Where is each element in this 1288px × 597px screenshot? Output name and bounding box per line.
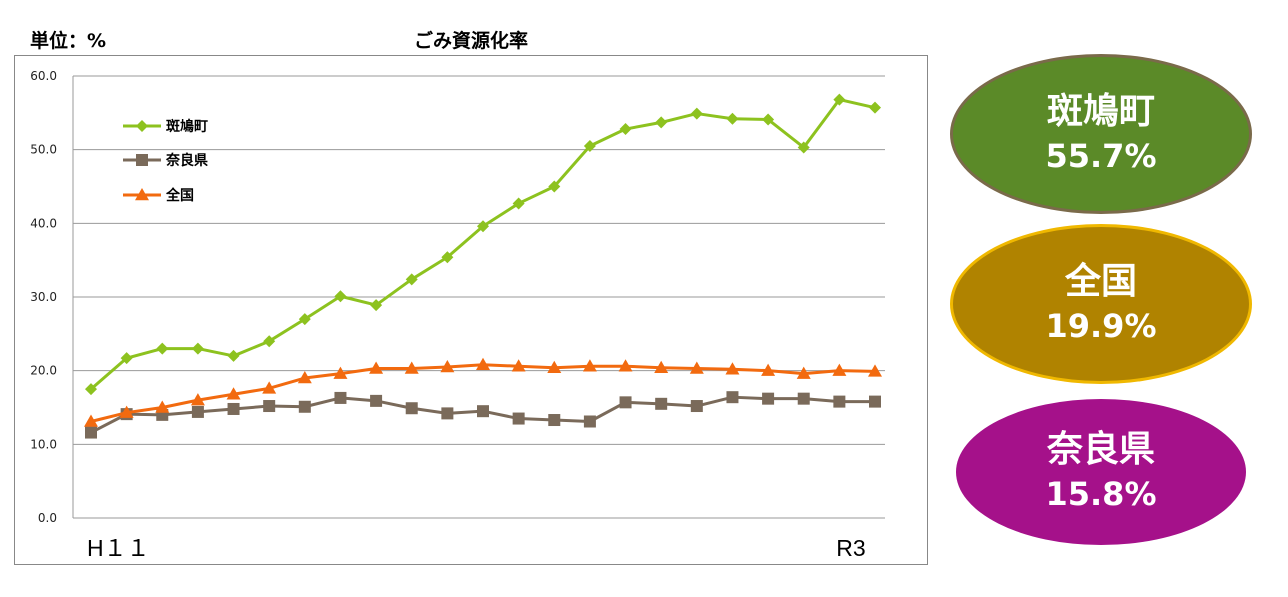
y-tick-label: 20.0 [30,364,57,378]
data-point-nara [370,394,383,407]
data-point-ikaruga [227,349,240,362]
data-point-zenkoku [119,405,134,418]
data-point-zenkoku [796,366,811,379]
badge-zenkoku-name: 全国 [1064,261,1137,302]
data-point-zenkoku [868,364,882,377]
data-point-zenkoku [155,400,170,413]
badge-zenkoku-value: 19.9% [1045,307,1157,345]
data-point-nara [548,414,561,427]
data-point-ikaruga [690,107,703,120]
data-point-zenkoku [832,363,847,376]
data-point-ikaruga [85,383,97,396]
data-point-nara [85,426,97,439]
data-point-zenkoku [654,360,669,373]
chart-title: ごみ資源化率 [414,30,529,52]
legend-marker-nara [136,154,148,166]
data-point-zenkoku [440,359,455,373]
data-point-zenkoku [297,371,312,384]
data-point-nara [441,407,454,420]
data-point-zenkoku [725,362,740,375]
x-label-last: R3 [836,535,865,561]
chart-frame: 0.0 10.0 20.0 30.0 40.0 50.0 60.0 H１１ R3 斑鳩町奈良県全国 [14,55,928,565]
y-tick-label: 50.0 [30,143,57,157]
data-point-ikaruga [583,139,596,152]
x-label-first: H１１ [87,535,150,561]
data-point-ikaruga [833,93,846,106]
data-point-ikaruga [619,123,632,136]
data-point-zenkoku [476,357,490,371]
data-point-ikaruga [334,290,347,303]
data-point-zenkoku [226,387,241,400]
data-point-ikaruga [263,335,276,348]
data-point-nara [512,412,525,425]
data-point-nara [405,402,418,415]
data-point-nara [619,396,632,409]
data-point-zenkoku [84,414,98,427]
data-point-nara [334,391,347,404]
badge-ikaruga-name: 斑鳩町 [1046,91,1155,132]
data-point-ikaruga [120,352,133,365]
data-point-zenkoku [190,393,205,406]
data-point-zenkoku [582,359,597,372]
data-point-nara [869,395,881,408]
data-point-ikaruga [762,113,775,126]
badge-zenkoku: 全国 19.9% [950,224,1252,384]
badge-nara: 奈良県 15.8% [954,397,1248,547]
data-point-nara [690,400,703,413]
data-point-zenkoku [262,381,277,394]
data-point-nara [797,392,810,405]
badge-ikaruga: 斑鳩町 55.7% [950,54,1252,214]
data-point-nara [655,397,668,410]
legend-label-nara: 奈良県 [165,152,208,169]
y-tick-label: 60.0 [30,69,57,83]
data-point-ikaruga [156,342,169,355]
data-point-nara [833,395,846,408]
badge-nara-name: 奈良県 [1046,429,1155,470]
data-point-zenkoku [369,361,384,374]
data-point-ikaruga [512,197,525,210]
data-point-zenkoku [333,366,348,379]
series-line-ikaruga [90,98,876,391]
data-point-zenkoku [404,361,419,374]
data-point-ikaruga [726,112,739,125]
data-point-zenkoku [761,363,776,376]
data-point-zenkoku [511,359,526,372]
y-tick-label: 10.0 [30,437,57,451]
data-point-nara [762,392,775,405]
data-point-nara [191,405,204,418]
data-point-nara [227,402,240,415]
data-point-ikaruga [477,220,489,233]
data-point-nara [477,405,489,418]
badge-ikaruga-value: 55.7% [1045,137,1157,175]
data-point-ikaruga [298,313,311,326]
data-point-ikaruga [191,342,204,355]
legend-marker-ikaruga [136,120,148,132]
data-point-zenkoku [689,361,704,374]
data-point-ikaruga [441,251,454,264]
legend-marker-zenkoku [135,188,149,201]
legend-label-ikaruga: 斑鳩町 [166,118,208,135]
data-point-ikaruga [405,273,418,286]
data-point-zenkoku [618,359,633,372]
data-point-nara [726,391,739,404]
y-tick-label: 30.0 [30,290,57,304]
data-point-zenkoku [547,360,562,373]
badge-nara-value: 15.8% [1045,475,1157,513]
y-tick-label: 40.0 [30,216,57,230]
legend-label-zenkoku: 全国 [165,187,194,204]
data-point-nara [298,400,311,413]
y-tick-label: 0.0 [38,511,57,525]
data-point-ikaruga [797,141,810,154]
data-point-nara [263,400,276,413]
data-point-ikaruga [655,116,668,129]
data-point-ikaruga [370,299,383,312]
data-point-ikaruga [869,101,881,114]
data-point-nara [583,415,596,428]
unit-label: 単位：% [30,30,107,52]
data-point-ikaruga [548,180,561,193]
